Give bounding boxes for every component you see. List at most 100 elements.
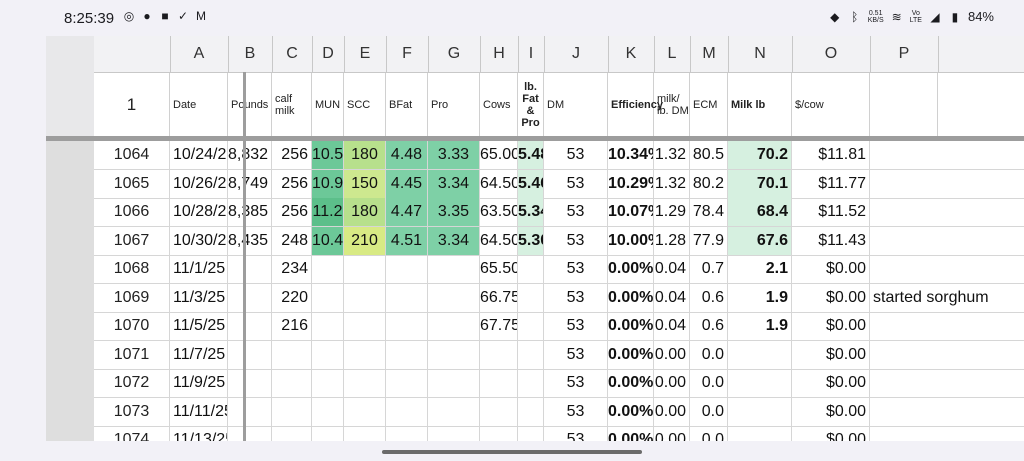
- cell-o[interactable]: $0.00: [792, 340, 870, 369]
- cell-m[interactable]: 0.6: [690, 312, 728, 340]
- cell-p[interactable]: [870, 198, 938, 226]
- cell-j[interactable]: 53: [544, 169, 608, 198]
- cell-a[interactable]: 11/13/25: [170, 426, 228, 441]
- cell-c[interactable]: [272, 426, 312, 441]
- cell-j[interactable]: 53: [544, 226, 608, 255]
- header-cell-h[interactable]: Cows: [480, 73, 518, 136]
- cell-h[interactable]: 67.75: [480, 312, 518, 340]
- cell-l[interactable]: 0.00: [654, 397, 690, 426]
- column-header-g[interactable]: G: [428, 36, 481, 72]
- cell-e[interactable]: 210: [344, 226, 386, 255]
- cell-o[interactable]: $0.00: [792, 255, 870, 283]
- cell-k[interactable]: 0.00%: [608, 426, 654, 441]
- cell-j[interactable]: 53: [544, 198, 608, 226]
- row-number[interactable]: 1070: [94, 312, 170, 340]
- header-cell-b[interactable]: Pounds: [228, 73, 272, 136]
- cell-e[interactable]: [344, 397, 386, 426]
- cell-n[interactable]: [728, 369, 792, 397]
- cell-k[interactable]: 0.00%: [608, 340, 654, 369]
- cell-d[interactable]: [312, 397, 344, 426]
- cell-p[interactable]: started sorghum: [873, 288, 989, 306]
- cell-l[interactable]: 0.04: [654, 283, 690, 312]
- cell-p[interactable]: [870, 312, 938, 340]
- cell-j[interactable]: 53: [544, 255, 608, 283]
- cell-a[interactable]: 11/3/25: [170, 283, 228, 312]
- cell-g[interactable]: [428, 340, 480, 369]
- cell-g[interactable]: [428, 255, 480, 283]
- column-header-c[interactable]: C: [272, 36, 313, 72]
- cell-e[interactable]: [344, 340, 386, 369]
- column-header-i[interactable]: I: [518, 36, 545, 72]
- cell-b[interactable]: [228, 340, 272, 369]
- cell-h[interactable]: 65.50: [480, 255, 518, 283]
- cell-i[interactable]: 5.30: [518, 226, 544, 255]
- column-header-k[interactable]: K: [608, 36, 655, 72]
- cell-d[interactable]: 10.5: [312, 141, 344, 169]
- cell-i[interactable]: [518, 283, 544, 312]
- cell-h[interactable]: [480, 340, 518, 369]
- header-cell-e[interactable]: SCC: [344, 73, 386, 136]
- header-cell-k[interactable]: Efficiency: [608, 73, 663, 136]
- cell-o[interactable]: $11.77: [792, 169, 870, 198]
- cell-l[interactable]: 0.00: [654, 426, 690, 441]
- cell-k[interactable]: 0.00%: [608, 312, 654, 340]
- column-header-j[interactable]: J: [544, 36, 609, 72]
- cell-l[interactable]: 1.28: [654, 226, 690, 255]
- cell-b[interactable]: [228, 397, 272, 426]
- cell-a[interactable]: 10/30/25: [170, 226, 228, 255]
- cell-j[interactable]: 53: [544, 426, 608, 441]
- cell-d[interactable]: [312, 340, 344, 369]
- header-cell-p[interactable]: [870, 73, 938, 136]
- cell-g[interactable]: 3.34: [428, 169, 480, 198]
- cell-e[interactable]: [344, 426, 386, 441]
- cell-b[interactable]: [228, 369, 272, 397]
- cell-p[interactable]: [870, 341, 938, 369]
- cell-j[interactable]: 53: [544, 397, 608, 426]
- cell-b[interactable]: [228, 312, 272, 340]
- cell-k[interactable]: 10.00%: [608, 226, 654, 255]
- cell-n[interactable]: 1.9: [728, 283, 792, 312]
- cell-o[interactable]: $11.81: [792, 141, 870, 169]
- cell-b[interactable]: 8,749: [228, 169, 272, 198]
- header-cell-j[interactable]: DM: [544, 73, 608, 136]
- cell-n[interactable]: 70.1: [728, 169, 792, 198]
- cell-m[interactable]: 77.9: [690, 226, 728, 255]
- column-header-h[interactable]: H: [480, 36, 519, 72]
- cell-g[interactable]: 3.34: [428, 226, 480, 255]
- cell-c[interactable]: 216: [272, 312, 312, 340]
- cell-k[interactable]: 0.00%: [608, 397, 654, 426]
- row-number[interactable]: 1068: [94, 255, 170, 283]
- cell-j[interactable]: 53: [544, 340, 608, 369]
- header-cell-l[interactable]: milk/ lb. DM: [654, 73, 690, 136]
- header-cell-n[interactable]: Milk lb: [728, 73, 792, 136]
- cell-e[interactable]: [344, 312, 386, 340]
- cell-p[interactable]: [870, 369, 938, 397]
- cell-f[interactable]: [386, 283, 428, 312]
- cell-k[interactable]: 0.00%: [608, 369, 654, 397]
- column-header-o[interactable]: O: [792, 36, 871, 72]
- cell-o[interactable]: $11.52: [792, 198, 870, 226]
- cell-d[interactable]: 10.9: [312, 169, 344, 198]
- cell-d[interactable]: [312, 312, 344, 340]
- cell-a[interactable]: 11/5/25: [170, 312, 228, 340]
- cell-o[interactable]: $0.00: [792, 426, 870, 441]
- cell-p[interactable]: [870, 141, 938, 169]
- cell-n[interactable]: [728, 426, 792, 441]
- header-cell-f[interactable]: BFat: [386, 73, 428, 136]
- row-number[interactable]: 1072: [94, 369, 170, 397]
- row-number[interactable]: 1073: [94, 397, 170, 426]
- cell-p[interactable]: [870, 170, 938, 198]
- cell-i[interactable]: 5.34: [518, 198, 544, 226]
- cell-f[interactable]: [386, 340, 428, 369]
- cell-o[interactable]: $11.43: [792, 226, 870, 255]
- cell-d[interactable]: [312, 426, 344, 441]
- cell-f[interactable]: 4.45: [386, 169, 428, 198]
- cell-c[interactable]: 256: [272, 141, 312, 169]
- column-header-p[interactable]: P: [870, 36, 939, 72]
- cell-c[interactable]: 256: [272, 198, 312, 226]
- column-header-d[interactable]: D: [312, 36, 345, 72]
- cell-h[interactable]: [480, 397, 518, 426]
- cell-m[interactable]: 0.6: [690, 283, 728, 312]
- cell-h[interactable]: 65.00: [480, 141, 518, 169]
- cell-i[interactable]: [518, 255, 544, 283]
